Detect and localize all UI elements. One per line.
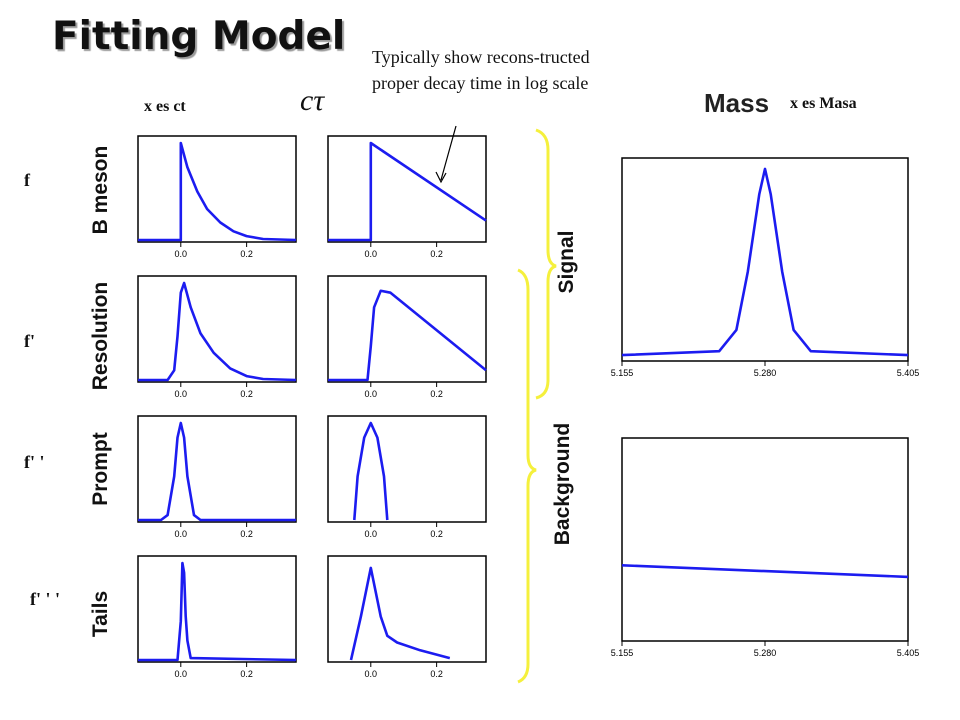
x-ct-label: x es ct	[144, 98, 186, 115]
x-tick-label-9-1: 5.155	[611, 368, 634, 378]
factor-f-triple-prime: f' ' '	[30, 589, 60, 609]
annotation-line-1: Typically show recons-tructed	[372, 47, 590, 67]
curve-4	[328, 289, 487, 382]
curve-7	[138, 561, 297, 662]
x-tick-label-1-1: 0.0	[175, 249, 188, 259]
factor-f-prime: f'	[24, 331, 35, 351]
x-tick-label-3-2: 0.2	[240, 389, 253, 399]
curve-5	[138, 421, 296, 522]
curve-9	[621, 167, 909, 357]
plot-frame-10	[621, 437, 909, 642]
plot-frame-8	[327, 555, 487, 663]
signal-brace	[535, 128, 557, 400]
annotation-arrow-head	[435, 171, 447, 184]
ctau-symbol: cτ	[300, 84, 325, 117]
x-tick-label-2-2: 0.2	[430, 249, 443, 259]
x-tick-label-7-2: 0.2	[240, 669, 253, 679]
x-tick-label-5-1: 0.0	[175, 529, 188, 539]
slide-title: Fitting Model	[52, 14, 346, 59]
x-tick-label-8-2: 0.2	[430, 669, 443, 679]
plot-frame-9	[621, 157, 909, 362]
plot-frame-5	[137, 415, 297, 523]
factor-f: f	[24, 170, 30, 190]
x-tick-label-3-1: 0.0	[175, 389, 188, 399]
x-tick-label-2-1: 0.0	[365, 249, 378, 259]
x-masa-label: x es Masa	[790, 95, 857, 112]
x-tick-label-4-1: 0.0	[365, 389, 378, 399]
x-tick-label-10-1: 5.155	[611, 648, 634, 658]
plot-frame-2	[327, 135, 487, 243]
plot-frame-3	[137, 275, 297, 383]
plot-frame-1	[137, 135, 297, 243]
annotation-line-2: proper decay time in log scale	[372, 73, 589, 93]
curve-3	[138, 281, 297, 382]
curve-6	[353, 421, 389, 521]
plot-frame-6	[327, 415, 487, 523]
curve-10	[621, 564, 909, 579]
factor-f-double-prime: f' '	[24, 452, 45, 472]
curve-2	[328, 141, 487, 242]
mass-heading: Mass	[704, 88, 770, 118]
x-tick-label-8-1: 0.0	[365, 669, 378, 679]
curve-8	[349, 566, 451, 661]
x-tick-label-6-2: 0.2	[430, 529, 443, 539]
x-tick-label-6-1: 0.0	[365, 529, 378, 539]
annotation-arrow	[440, 125, 457, 181]
x-tick-label-1-2: 0.2	[240, 249, 253, 259]
x-tick-label-10-3: 5.405	[897, 648, 920, 658]
x-tick-label-9-3: 5.405	[897, 368, 920, 378]
plot-frame-7	[137, 555, 297, 663]
x-tick-label-4-2: 0.2	[430, 389, 443, 399]
annotation-text: Typically show recons-tructed proper dec…	[372, 44, 590, 96]
curve-1	[138, 141, 297, 242]
x-tick-label-10-2: 5.280	[754, 648, 777, 658]
background-brace	[517, 268, 537, 684]
x-tick-label-5-2: 0.2	[240, 529, 253, 539]
x-tick-label-7-1: 0.0	[175, 669, 188, 679]
x-tick-label-9-2: 5.280	[754, 368, 777, 378]
plot-frame-4	[327, 275, 487, 383]
